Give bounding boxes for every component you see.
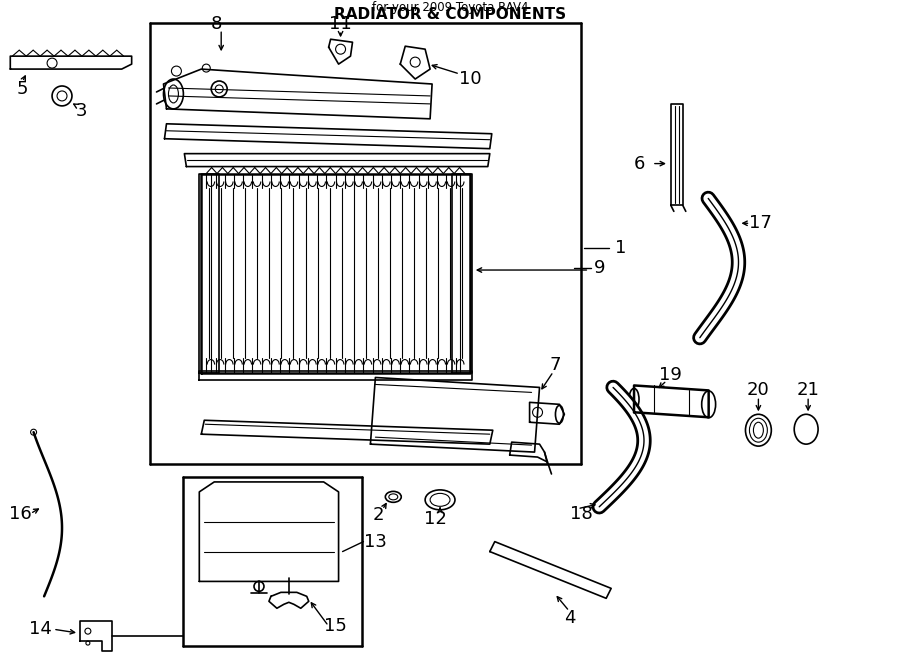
- Text: 20: 20: [747, 381, 770, 399]
- Text: 15: 15: [324, 617, 347, 635]
- Text: 17: 17: [749, 214, 772, 232]
- Text: 7: 7: [550, 356, 562, 373]
- Text: 8: 8: [211, 15, 222, 33]
- Text: 1: 1: [616, 239, 626, 257]
- Text: 9: 9: [593, 259, 605, 277]
- Text: 3: 3: [76, 102, 87, 120]
- Text: RADIATOR & COMPONENTS: RADIATOR & COMPONENTS: [334, 7, 566, 22]
- Text: 11: 11: [329, 15, 352, 33]
- Text: 5: 5: [16, 80, 28, 98]
- Circle shape: [31, 429, 37, 435]
- Text: 18: 18: [570, 505, 593, 523]
- Text: 14: 14: [29, 620, 51, 638]
- Text: 2: 2: [373, 506, 384, 524]
- Text: 12: 12: [424, 510, 446, 527]
- Text: 16: 16: [9, 505, 32, 523]
- Text: 6: 6: [634, 155, 644, 173]
- Text: 19: 19: [660, 366, 682, 385]
- Text: 4: 4: [563, 609, 575, 627]
- Text: 10: 10: [459, 70, 482, 88]
- Text: 13: 13: [364, 533, 387, 551]
- Text: for your 2009 Toyota RAV4: for your 2009 Toyota RAV4: [372, 1, 528, 14]
- Text: 21: 21: [796, 381, 820, 399]
